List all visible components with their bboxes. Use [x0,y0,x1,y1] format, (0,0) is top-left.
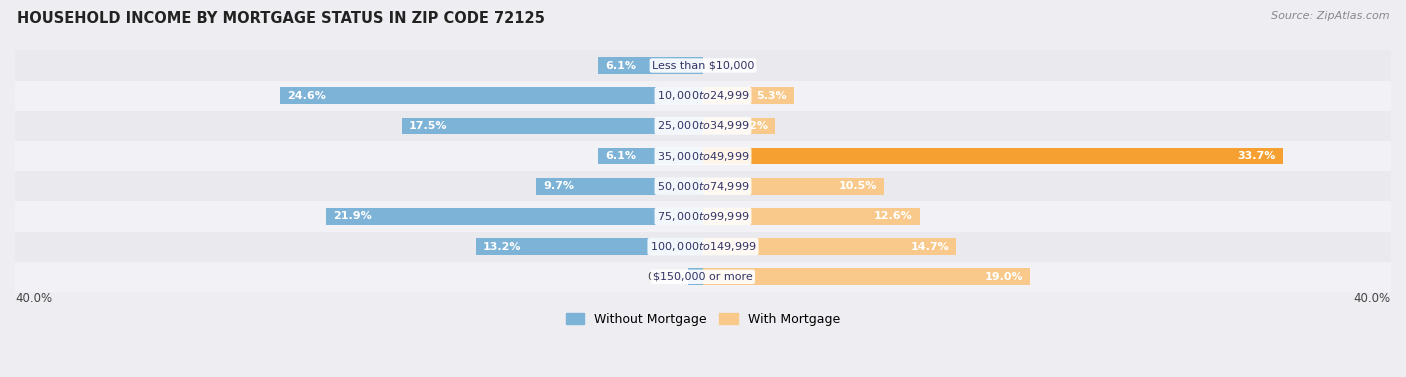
Bar [477,238,703,255]
Bar [15,201,1391,231]
Bar [280,87,703,104]
Text: 6.1%: 6.1% [605,61,636,70]
Text: 5.3%: 5.3% [756,91,787,101]
Bar [15,231,1391,262]
Bar [326,208,703,225]
Bar [703,118,775,134]
Text: 21.9%: 21.9% [333,211,373,221]
Bar [598,57,703,74]
Text: $35,000 to $49,999: $35,000 to $49,999 [657,150,749,162]
Text: 10.5%: 10.5% [838,181,877,191]
Text: 14.7%: 14.7% [910,242,949,251]
Text: $10,000 to $24,999: $10,000 to $24,999 [657,89,749,102]
Bar [703,268,1029,285]
Bar [15,171,1391,201]
Text: Less than $10,000: Less than $10,000 [652,61,754,70]
Bar [15,141,1391,171]
Text: 24.6%: 24.6% [287,91,326,101]
Legend: Without Mortgage, With Mortgage: Without Mortgage, With Mortgage [561,308,845,331]
Text: $100,000 to $149,999: $100,000 to $149,999 [650,240,756,253]
Text: 0.0%: 0.0% [709,61,737,70]
Text: 13.2%: 13.2% [482,242,522,251]
Text: 40.0%: 40.0% [1354,293,1391,305]
Text: $75,000 to $99,999: $75,000 to $99,999 [657,210,749,223]
Bar [688,268,703,285]
Bar [598,148,703,164]
Text: 33.7%: 33.7% [1237,151,1275,161]
Bar [536,178,703,195]
Bar [15,51,1391,81]
Text: 4.2%: 4.2% [737,121,768,131]
Text: $25,000 to $34,999: $25,000 to $34,999 [657,120,749,132]
Bar [15,81,1391,111]
Bar [703,238,956,255]
Text: 12.6%: 12.6% [875,211,912,221]
Text: $150,000 or more: $150,000 or more [654,272,752,282]
Bar [15,262,1391,292]
Text: 19.0%: 19.0% [984,272,1024,282]
Text: $50,000 to $74,999: $50,000 to $74,999 [657,180,749,193]
Text: Source: ZipAtlas.com: Source: ZipAtlas.com [1271,11,1389,21]
Text: 0.88%: 0.88% [647,272,683,282]
Text: 17.5%: 17.5% [409,121,447,131]
Text: HOUSEHOLD INCOME BY MORTGAGE STATUS IN ZIP CODE 72125: HOUSEHOLD INCOME BY MORTGAGE STATUS IN Z… [17,11,544,26]
Bar [15,111,1391,141]
Bar [703,208,920,225]
Bar [703,87,794,104]
Text: 6.1%: 6.1% [605,151,636,161]
Text: 40.0%: 40.0% [15,293,52,305]
Text: 9.7%: 9.7% [543,181,574,191]
Bar [703,148,1282,164]
Bar [402,118,703,134]
Bar [703,178,883,195]
